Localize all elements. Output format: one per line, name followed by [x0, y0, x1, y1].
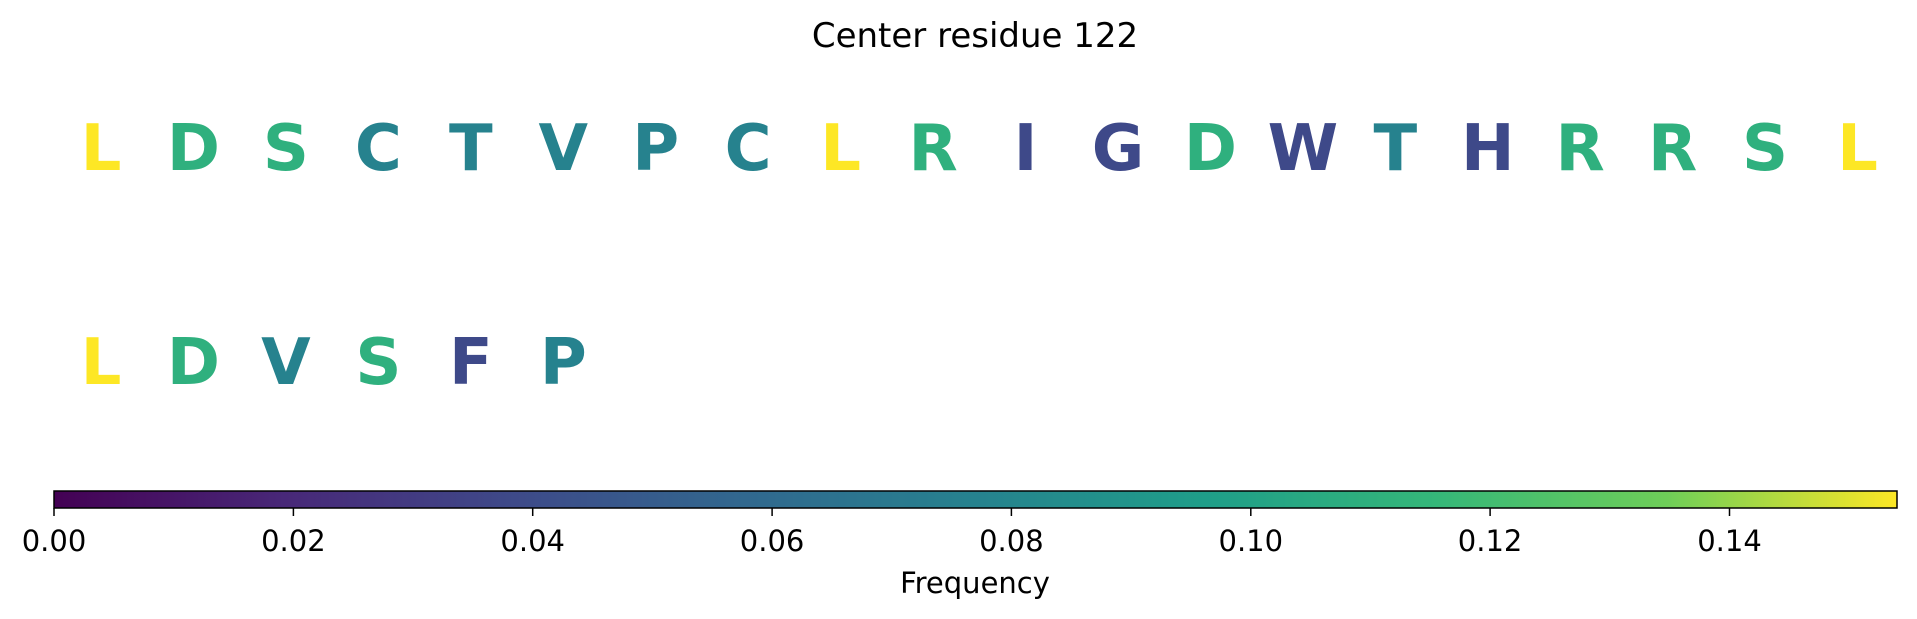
colorbar-tick-label: 0.02: [261, 524, 326, 558]
residue-letter: S: [263, 112, 309, 186]
colorbar-gradient: [53, 490, 1898, 509]
residue-letter: D: [167, 112, 220, 186]
colorbar-tick-label: 0.00: [22, 524, 87, 558]
residue-letter: R: [1556, 112, 1605, 186]
residue-letter: S: [355, 326, 401, 400]
residue-letter: W: [1268, 112, 1339, 186]
residue-letter: H: [1461, 112, 1515, 186]
residue-letter: D: [167, 326, 220, 400]
colorbar-tick-label: 0.14: [1697, 524, 1762, 558]
residue-letter: R: [908, 112, 957, 186]
residue-letter: T: [449, 112, 493, 186]
colorbar-ticks: 0.00 0.02 0.04 0.06 0.08 0.10 0.12 0.14: [22, 508, 1762, 558]
residue-letter: G: [1092, 112, 1145, 186]
residue-letter: I: [1014, 112, 1038, 186]
residue-letter: C: [725, 112, 772, 186]
residue-letter: C: [355, 112, 402, 186]
residue-letter: P: [632, 112, 679, 186]
residue-letter: R: [1648, 112, 1697, 186]
colorbar-tick-label: 0.10: [1219, 524, 1284, 558]
colorbar-tick-label: 0.08: [979, 524, 1044, 558]
colorbar-tick-label: 0.04: [500, 524, 565, 558]
residue-letter: L: [81, 326, 122, 400]
colorbar: 0.00 0.02 0.04 0.06 0.08 0.10 0.12 0.14 Frequen…: [22, 490, 1898, 600]
colorbar-label: Frequency: [900, 566, 1050, 600]
residue-letter: L: [81, 112, 122, 186]
residue-letters: L D S C T V P C L R I G D W T H R R S LL D V S F P: [81, 112, 1878, 400]
residue-letter: V: [261, 326, 311, 400]
residue-letter: T: [1373, 112, 1417, 186]
residue-letter: V: [539, 112, 589, 186]
colorbar-tick-label: 0.06: [740, 524, 805, 558]
residue-letter: S: [1742, 112, 1788, 186]
residue-letter: D: [1184, 112, 1237, 186]
colorbar-tick-label: 0.12: [1458, 524, 1523, 558]
chart-title: Center residue 122: [812, 16, 1138, 56]
residue-letter: L: [820, 112, 861, 186]
residue-letter: P: [540, 326, 587, 400]
residue-letter: F: [449, 326, 493, 400]
residue-letter: L: [1837, 112, 1878, 186]
